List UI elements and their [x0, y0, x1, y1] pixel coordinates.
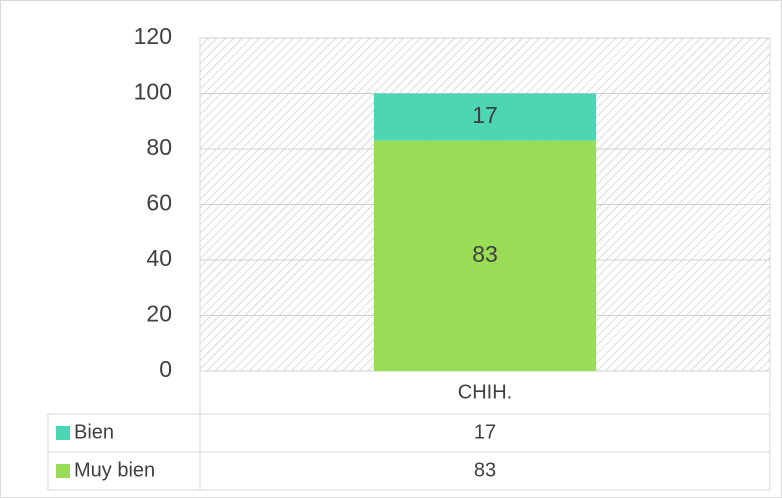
table-value: 17: [474, 421, 496, 443]
data-label: 83: [472, 241, 498, 267]
bar-segment: [373, 140, 597, 371]
y-tick-label: 120: [134, 23, 172, 49]
y-tick-label: 60: [146, 190, 172, 216]
data-label: 17: [472, 102, 498, 128]
y-tick-label: 40: [146, 245, 172, 271]
table-value: 83: [474, 459, 496, 481]
y-tick-label: 20: [146, 301, 172, 327]
bar-segment: [373, 93, 597, 141]
legend-key: [56, 426, 70, 440]
y-tick-label: 0: [159, 356, 172, 382]
legend-label: Muy bien: [74, 459, 155, 481]
y-tick-label: 80: [146, 134, 172, 160]
x-tick-label: CHIH.: [458, 381, 512, 403]
legend-label: Bien: [74, 421, 114, 443]
legend-key: [56, 464, 70, 478]
y-tick-label: 100: [134, 79, 172, 105]
